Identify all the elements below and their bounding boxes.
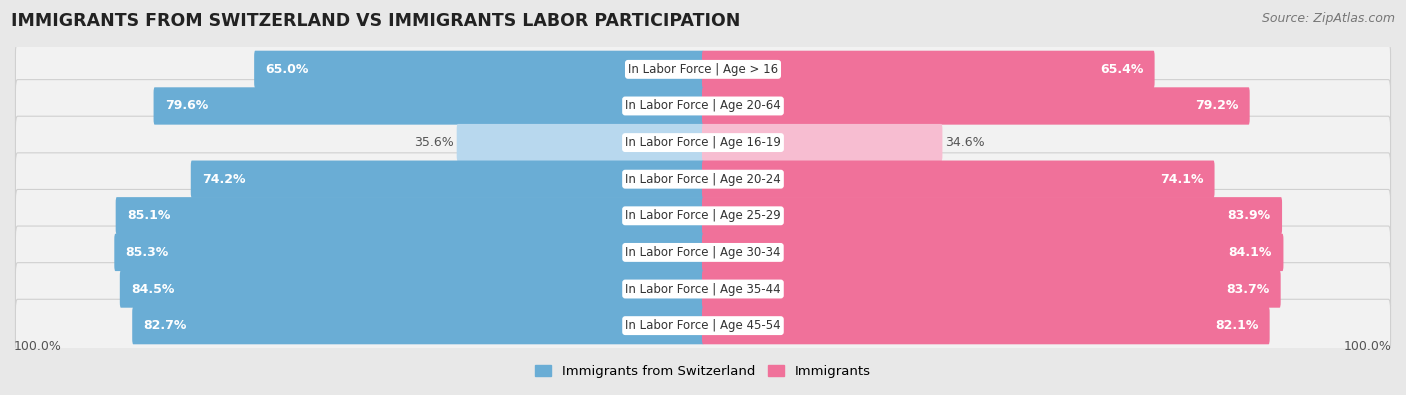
FancyBboxPatch shape [702,270,1281,308]
FancyBboxPatch shape [15,190,1391,242]
Text: 85.3%: 85.3% [125,246,169,259]
FancyBboxPatch shape [15,263,1391,315]
Text: 100.0%: 100.0% [1344,340,1392,354]
Text: 84.1%: 84.1% [1229,246,1272,259]
FancyBboxPatch shape [702,124,942,161]
Text: IMMIGRANTS FROM SWITZERLAND VS IMMIGRANTS LABOR PARTICIPATION: IMMIGRANTS FROM SWITZERLAND VS IMMIGRANT… [11,12,741,30]
FancyBboxPatch shape [191,160,704,198]
FancyBboxPatch shape [15,299,1391,352]
FancyBboxPatch shape [702,51,1154,88]
Text: In Labor Force | Age 16-19: In Labor Force | Age 16-19 [626,136,780,149]
FancyBboxPatch shape [254,51,704,88]
FancyBboxPatch shape [153,87,704,125]
FancyBboxPatch shape [120,270,704,308]
Text: 65.0%: 65.0% [266,63,309,76]
FancyBboxPatch shape [702,307,1270,344]
FancyBboxPatch shape [15,116,1391,169]
Text: In Labor Force | Age 45-54: In Labor Force | Age 45-54 [626,319,780,332]
Text: 74.2%: 74.2% [202,173,246,186]
FancyBboxPatch shape [115,197,704,235]
FancyBboxPatch shape [15,226,1391,279]
FancyBboxPatch shape [15,153,1391,205]
Text: 82.1%: 82.1% [1215,319,1258,332]
Text: 34.6%: 34.6% [945,136,984,149]
Legend: Immigrants from Switzerland, Immigrants: Immigrants from Switzerland, Immigrants [530,359,876,383]
FancyBboxPatch shape [15,80,1391,132]
Text: 83.9%: 83.9% [1227,209,1271,222]
FancyBboxPatch shape [114,234,704,271]
FancyBboxPatch shape [702,234,1284,271]
Text: 100.0%: 100.0% [14,340,62,354]
Text: In Labor Force | Age 30-34: In Labor Force | Age 30-34 [626,246,780,259]
FancyBboxPatch shape [457,124,704,161]
FancyBboxPatch shape [702,197,1282,235]
Text: 65.4%: 65.4% [1099,63,1143,76]
Text: In Labor Force | Age 25-29: In Labor Force | Age 25-29 [626,209,780,222]
Text: 35.6%: 35.6% [415,136,454,149]
Text: 79.6%: 79.6% [165,100,208,113]
FancyBboxPatch shape [702,160,1215,198]
Text: 79.2%: 79.2% [1195,100,1239,113]
Text: 74.1%: 74.1% [1160,173,1204,186]
Text: In Labor Force | Age 35-44: In Labor Force | Age 35-44 [626,282,780,295]
FancyBboxPatch shape [132,307,704,344]
Text: In Labor Force | Age > 16: In Labor Force | Age > 16 [628,63,778,76]
Text: In Labor Force | Age 20-64: In Labor Force | Age 20-64 [626,100,780,113]
Text: In Labor Force | Age 20-24: In Labor Force | Age 20-24 [626,173,780,186]
Text: 83.7%: 83.7% [1226,282,1270,295]
Text: 85.1%: 85.1% [127,209,170,222]
FancyBboxPatch shape [702,87,1250,125]
Text: Source: ZipAtlas.com: Source: ZipAtlas.com [1261,12,1395,25]
Text: 82.7%: 82.7% [143,319,187,332]
FancyBboxPatch shape [15,43,1391,96]
Text: 84.5%: 84.5% [131,282,174,295]
